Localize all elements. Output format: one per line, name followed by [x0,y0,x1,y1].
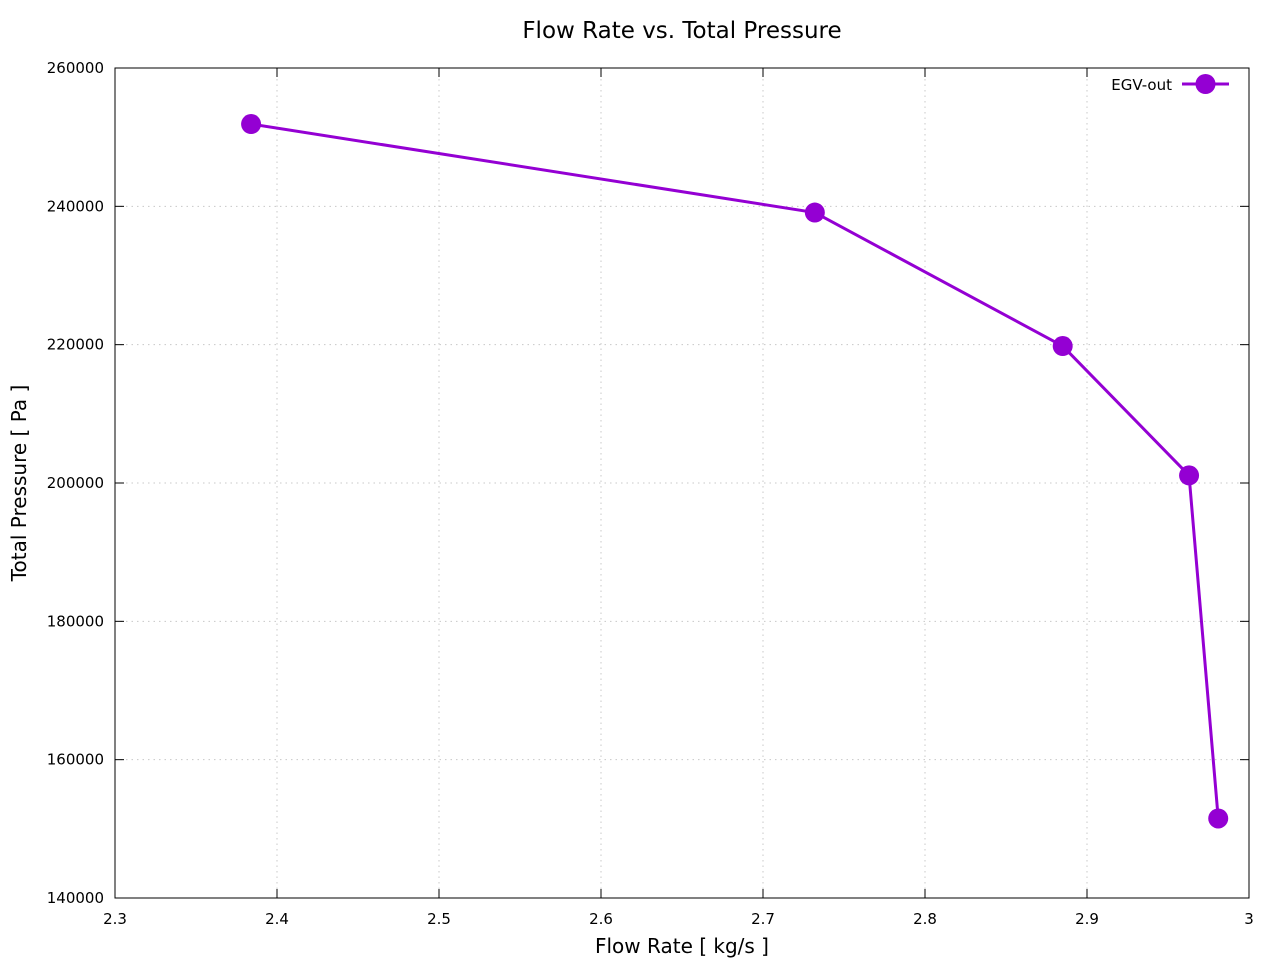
y-tick-label: 140000 [47,889,104,907]
x-tick-label: 2.4 [265,910,289,928]
y-tick-label: 220000 [47,336,104,354]
x-tick-label: 2.9 [1075,910,1099,928]
x-tick-labels: 2.3 2.4 2.5 2.6 2.7 2.8 2.9 3 [103,910,1254,928]
series-layer [241,114,1229,829]
y-tick-labels: 140000 160000 180000 200000 220000 240000 2600… [47,59,104,907]
legend-marker-swatch [1195,74,1216,94]
data-point [1052,336,1073,357]
data-point [241,114,262,135]
legend-label-egv-out: EGV-out [1111,76,1172,94]
x-tick-label: 2.8 [913,910,937,928]
data-point [804,202,825,223]
x-tick-label: 2.5 [427,910,451,928]
x-tick-label: 3 [1244,910,1254,928]
grid-lines [115,68,1249,898]
y-tick-label: 160000 [47,751,104,769]
chart-title: Flow Rate vs. Total Pressure [522,18,841,44]
y-tick-label: 180000 [47,612,104,630]
legend: EGV-out [1111,74,1229,94]
x-tick-label: 2.3 [103,910,127,928]
data-point [1179,465,1200,486]
x-axis-title: Flow Rate [ kg/s ] [595,934,769,958]
x-tick-label: 2.7 [751,910,775,928]
y-tick-label: 240000 [47,197,104,215]
axis-ticks [114,67,1250,899]
y-axis-title: Total Pressure [ Pa ] [7,385,31,583]
y-tick-label: 260000 [47,59,104,77]
data-point [1208,808,1229,829]
x-tick-label: 2.6 [589,910,613,928]
y-tick-label: 200000 [47,474,104,492]
